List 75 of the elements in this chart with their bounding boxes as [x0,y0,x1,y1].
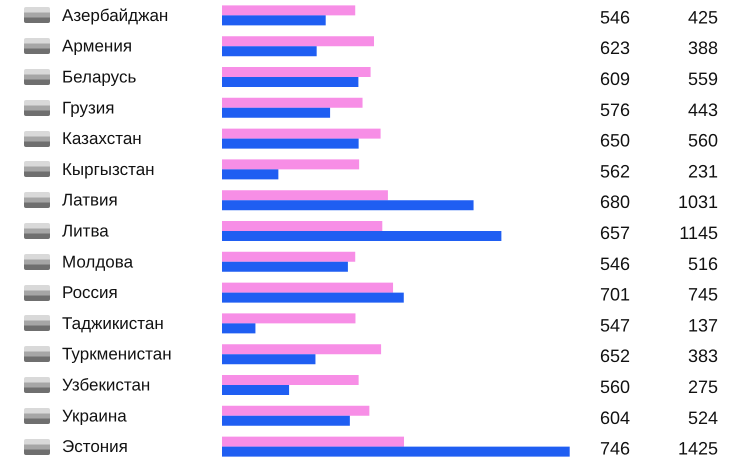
y-tick-label: Казахстан [62,129,142,148]
y-tick-label: Кыргызстан [62,160,155,179]
bar [222,15,326,26]
bar [222,128,381,139]
data-label: 383 [688,346,718,366]
y-tick-label: Украина [62,406,128,426]
bar [222,282,394,293]
data-label: 650 [600,130,630,151]
bar [222,292,404,303]
data-label: 546 [600,7,630,28]
data-label: 546 [600,254,630,274]
bar [222,108,330,118]
bar [222,344,382,354]
bar [222,221,382,231]
bar [222,252,356,262]
data-label: 275 [688,377,718,397]
bar [222,46,317,56]
data-label: 701 [600,284,630,305]
data-label: 652 [600,346,630,366]
data-label: 547 [600,315,630,336]
data-label: 1145 [679,223,718,243]
data-label: 516 [688,254,718,274]
y-tick-label: Таджикистан [62,314,164,333]
bar [222,67,371,77]
data-label: 231 [688,161,718,182]
y-tick-label: Россия [62,283,118,302]
y-tick-label: Латвия [62,190,118,210]
data-label: 425 [688,7,718,28]
data-label: 559 [688,69,718,89]
y-tick-label: Узбекистан [62,376,150,394]
y-tick-label: Грузия [62,98,115,118]
data-label: 524 [688,408,718,428]
data-label: 562 [600,161,630,182]
y-tick-label: Молдова [62,252,134,272]
data-label: 560 [600,377,630,397]
data-label: 560 [688,130,718,151]
data-label: 609 [600,69,630,89]
bar [222,77,358,87]
data-label: 388 [688,38,718,58]
y-tick-label: Литва [62,222,110,240]
data-label: 1425 [678,438,718,459]
data-label: 1031 [678,192,718,212]
bar [222,138,359,149]
bar [222,385,290,395]
y-tick-label: Туркменистан [62,344,172,364]
bar [222,406,370,416]
bar [222,5,356,16]
bar [222,323,256,334]
bar [222,446,570,457]
bar [222,190,388,200]
y-tick-label: Азербайджан [62,6,168,25]
bar [222,354,316,364]
bar [222,436,404,447]
bar [222,375,359,385]
bar [222,169,278,180]
data-label: 576 [600,100,630,120]
bar [222,262,348,272]
data-label: 443 [688,100,718,120]
bar [222,36,374,46]
data-label: 604 [600,408,630,428]
bar [222,98,363,108]
bar [222,200,474,210]
bar [222,231,502,241]
data-label: 680 [600,192,630,212]
y-tick-label: Эстония [62,437,128,456]
data-label: 657 [600,223,630,243]
data-label: 137 [688,315,718,336]
data-label: 745 [688,284,718,305]
y-tick-label: Армения [62,36,132,56]
bar [222,416,350,426]
bar [222,159,360,170]
bar [222,313,356,324]
data-label: 623 [600,38,630,58]
y-tick-label: Беларусь [62,68,136,86]
data-label: 746 [600,438,630,459]
